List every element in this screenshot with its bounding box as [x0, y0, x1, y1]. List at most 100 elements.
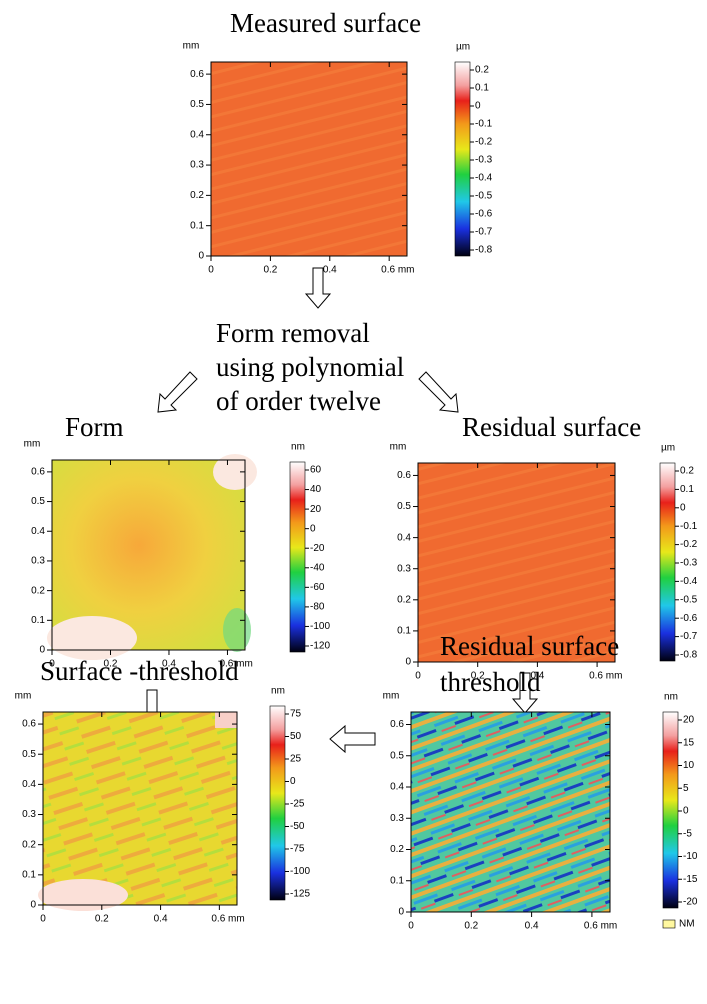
- x-tick-label: 0.2: [471, 671, 485, 682]
- y-tick-label: 0.6: [397, 470, 411, 481]
- y-tick-label: 0.1: [190, 220, 204, 231]
- colorbar-tick-label: 20: [683, 715, 695, 726]
- surface-feature: [38, 879, 128, 911]
- colorbar-tick-label: -0.8: [475, 245, 493, 256]
- panel-title: Measured surface: [230, 8, 421, 38]
- plot-frame: [51, 459, 246, 651]
- colorbar-tick-label: -0.8: [680, 650, 698, 661]
- colorbar-unit: nm: [664, 692, 678, 703]
- colorbar-tick-label: 0.2: [475, 65, 489, 76]
- colorbar-tick-label: -5: [683, 828, 692, 839]
- x-tick-label: 0.2: [95, 914, 109, 925]
- panel-title: Residual surface: [440, 631, 619, 661]
- colorbar-tick-label: -0.3: [680, 558, 698, 569]
- colorbar-tick-label: -120: [310, 641, 330, 652]
- colorbar-tick-label: 0.1: [680, 484, 694, 495]
- axis-unit: mm: [15, 691, 32, 702]
- y-tick-label: 0.6: [390, 719, 404, 730]
- colorbar-tick-label: -0.6: [680, 613, 698, 624]
- colorbar-tick-label: -0.4: [680, 576, 698, 587]
- y-tick-label: 0.4: [397, 532, 411, 543]
- y-tick-label: 0.6: [31, 467, 45, 478]
- y-tick-label: 0.2: [190, 190, 204, 201]
- colorbar-tick-label: -0.7: [475, 227, 493, 238]
- surface: [43, 712, 237, 905]
- x-tick-label: 0: [49, 659, 55, 670]
- y-tick-label: 0.6: [22, 719, 36, 730]
- colorbar-tick-label: -60: [310, 582, 325, 593]
- plot-frame: [210, 61, 408, 257]
- y-tick-label: 0.4: [390, 782, 404, 793]
- y-tick-label: 0.5: [390, 750, 404, 761]
- y-tick-label: 0.5: [22, 749, 36, 760]
- axis-unit: mm: [24, 439, 41, 450]
- x-tick-label: 0.4: [530, 671, 544, 682]
- colorbar-tick-label: 50: [290, 731, 302, 742]
- legend-swatch: [662, 919, 676, 929]
- arrows: [138, 267, 539, 754]
- colorbar-tick-label: -0.4: [475, 173, 493, 184]
- y-tick-label: 0.3: [190, 160, 204, 171]
- y-tick-label: 0.1: [22, 869, 36, 880]
- colorbar-tick-label: -15: [683, 874, 698, 885]
- y-tick-label: 0.3: [390, 813, 404, 824]
- colorbar-unit: nm: [271, 686, 285, 697]
- y-tick-label: 0.3: [31, 556, 45, 567]
- y-tick-label: 0.3: [397, 563, 411, 574]
- y-tick-label: 0.5: [190, 99, 204, 110]
- colorbar-tick-label: 0: [310, 523, 316, 534]
- y-tick-label: 0.1: [31, 615, 45, 626]
- x-tick-label: 0.6 mm: [219, 659, 252, 670]
- y-tick-label: 0.5: [397, 501, 411, 512]
- colorbar-tick-label: 0.1: [475, 83, 489, 94]
- colorbar: [289, 461, 306, 653]
- colorbar-tick-label: -100: [290, 866, 310, 877]
- colorbar-tick-label: -0.5: [680, 594, 698, 605]
- x-tick-label: 0.2: [263, 265, 277, 276]
- colorbar-tick-label: -10: [683, 851, 698, 862]
- x-tick-label: 0.2: [104, 659, 118, 670]
- colorbar-tick-label: -80: [310, 602, 325, 613]
- x-tick-label: 0.6 mm: [584, 921, 617, 932]
- axis-unit: mm: [383, 691, 400, 702]
- colorbar-tick-label: -0.1: [680, 521, 698, 532]
- colorbar-tick-label: -20: [310, 543, 325, 554]
- colorbar-unit: µm: [456, 42, 470, 53]
- colorbar-tick-label: 0: [680, 502, 686, 513]
- y-tick-label: 0.2: [390, 844, 404, 855]
- x-tick-label: 0: [415, 671, 421, 682]
- panel-title: Residual surface: [462, 412, 641, 442]
- y-tick-label: 0.4: [22, 779, 36, 790]
- colorbar-tick-label: -0.1: [475, 119, 493, 130]
- axis-unit: mm: [183, 41, 200, 52]
- colorbar-tick-label: -125: [290, 889, 310, 900]
- y-tick-label: 0: [30, 900, 36, 911]
- colorbar: [454, 61, 471, 257]
- y-tick-label: 0.4: [31, 526, 45, 537]
- colorbar-tick-label: -0.2: [680, 539, 698, 550]
- x-tick-label: 0: [40, 914, 46, 925]
- colorbar-tick-label: -50: [290, 821, 305, 832]
- surface-feature: [213, 454, 257, 490]
- colorbar-tick-label: -75: [290, 844, 305, 855]
- colorbar: [662, 711, 679, 909]
- surface-feature: [223, 608, 251, 652]
- x-tick-label: 0.4: [323, 265, 337, 276]
- x-tick-label: 0.2: [464, 921, 478, 932]
- y-tick-label: 0.6: [190, 69, 204, 80]
- y-tick-label: 0.3: [22, 809, 36, 820]
- colorbar: [269, 705, 286, 901]
- colorbar-tick-label: -0.2: [475, 137, 493, 148]
- colorbar-tick-label: 0.2: [680, 466, 694, 477]
- axis-unit: mm: [390, 442, 407, 453]
- y-tick-label: 0.1: [397, 626, 411, 637]
- colorbar-tick-label: -100: [310, 621, 330, 632]
- x-tick-label: 0: [208, 265, 214, 276]
- y-tick-label: 0.4: [190, 129, 204, 140]
- colorbar: [659, 462, 676, 662]
- y-tick-label: 0: [405, 657, 411, 668]
- panel-title: Surface -threshold: [40, 656, 239, 686]
- colorbar-tick-label: 20: [310, 504, 322, 515]
- colorbar-tick-label: -25: [290, 799, 305, 810]
